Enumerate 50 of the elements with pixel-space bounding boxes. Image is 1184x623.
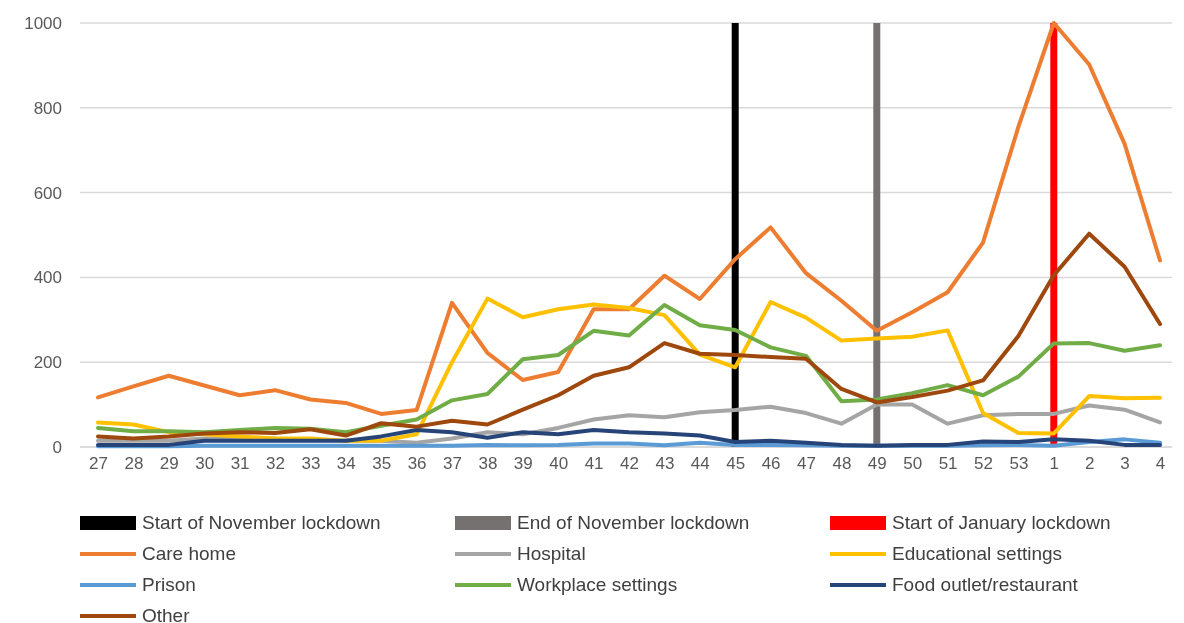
y-tick-label: 1000 [24,13,62,33]
x-tick-label: 39 [513,454,533,474]
x-tick-label: 31 [230,454,250,474]
x-tick-label: 51 [938,454,958,474]
y-tick-label: 200 [33,353,62,373]
x-tick-label: 52 [974,454,993,474]
x-tick-label: 36 [407,454,427,474]
line-series [96,21,1162,416]
x-tick-label: 44 [690,454,710,474]
legend-label: Hospital [517,543,586,564]
line-series [96,231,1162,441]
x-tick-label: 47 [797,454,816,474]
x-tick-label: 49 [867,454,887,474]
x-tick-label: 30 [195,454,215,474]
x-tick-label: 29 [159,454,179,474]
legend-label: End of November lockdown [517,512,750,533]
legend-label: Prison [142,574,196,595]
legend-label: Other [142,605,191,623]
x-tick-label: 27 [89,454,108,474]
x-tick-label: 41 [584,454,604,474]
x-tick-label: 4 [1155,454,1166,474]
y-tick-label: 800 [33,98,62,118]
x-tick-label: 32 [266,454,285,474]
legend-label: Food outlet/restaurant [892,574,1079,595]
x-tick-label: 1 [1049,454,1060,474]
x-tick-label: 43 [655,454,675,474]
legend-label: Start of November lockdown [142,512,381,533]
x-tick-label: 40 [549,454,569,474]
x-tick-label: 28 [124,454,144,474]
x-tick-label: 46 [761,454,781,474]
x-tick-label: 45 [726,454,746,474]
x-tick-label: 50 [903,454,923,474]
y-tick-label: 400 [33,268,62,288]
x-tick-label: 42 [620,454,639,474]
x-tick-label: 2 [1084,454,1095,474]
y-tick-label: 600 [33,183,62,203]
x-tick-label: 37 [443,454,462,474]
legend-label: Start of January lockdown [892,512,1111,533]
x-tick-label: 3 [1120,454,1130,474]
y-tick-label: 0 [52,437,62,457]
legend-label: Workplace settings [517,574,678,595]
legend-label: Care home [142,543,236,564]
line-series [96,428,1162,448]
legend-label: Educational settings [892,543,1063,564]
x-tick-label: 53 [1009,454,1029,474]
x-tick-label: 33 [301,454,321,474]
x-tick-label: 34 [336,454,356,474]
x-tick-label: 35 [372,454,392,474]
x-tick-label: 48 [832,454,852,474]
x-tick-label: 38 [478,454,498,474]
